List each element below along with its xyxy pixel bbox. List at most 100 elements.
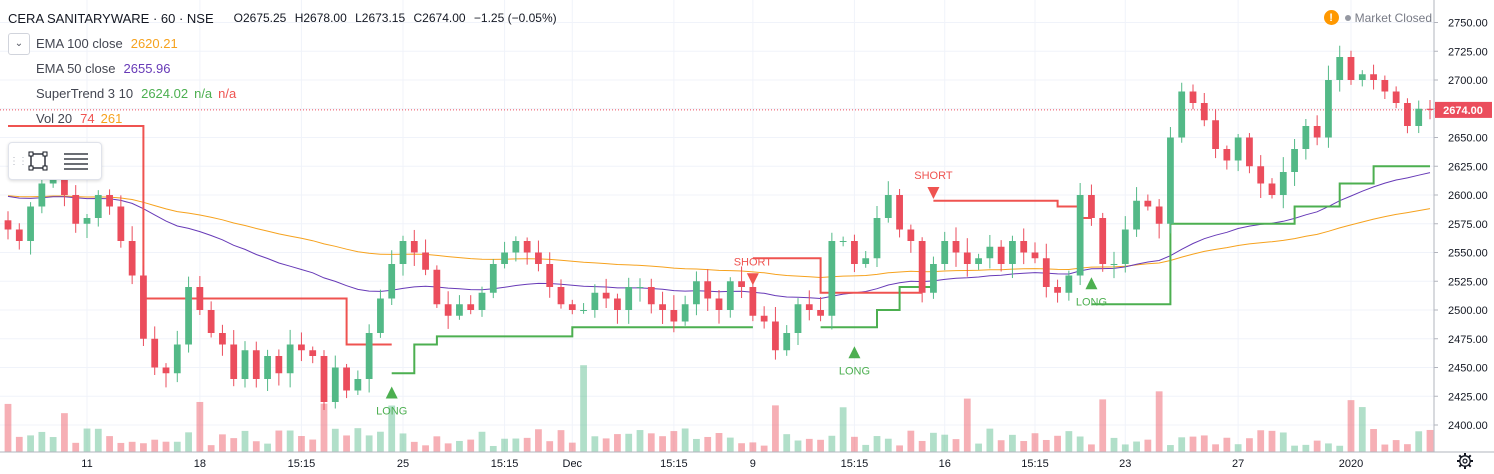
- candle-body: [738, 281, 745, 287]
- volume-bar: [975, 443, 982, 452]
- volume-bar: [535, 429, 542, 452]
- volume-bar: [884, 438, 892, 452]
- volume-bar: [1144, 439, 1152, 452]
- x-tick-label: 15:15: [841, 458, 869, 470]
- long-arrow-icon: [848, 346, 861, 359]
- candle-body: [399, 241, 407, 264]
- candle-body: [1133, 200, 1140, 230]
- indicator-name: EMA 100 close: [36, 36, 123, 51]
- candle-body: [625, 287, 633, 310]
- candle-body: [1065, 275, 1073, 293]
- volume-bar: [1065, 431, 1073, 452]
- volume-bar: [873, 436, 881, 452]
- indicator-extra: n/a: [194, 86, 213, 101]
- volume-bar: [252, 441, 260, 452]
- market-status-label: Market Closed: [1354, 10, 1432, 25]
- candle-body: [106, 195, 113, 207]
- chart-legend: CERA SANITARYWARE · 60 · NSE O2675.25 H2…: [8, 6, 562, 131]
- x-tick-label: 27: [1232, 458, 1244, 470]
- rectangle-select-icon[interactable]: [19, 145, 57, 177]
- volume-bar: [997, 440, 1005, 452]
- volume-bar: [331, 428, 339, 452]
- candle-body: [783, 333, 791, 351]
- candle-body: [38, 183, 46, 207]
- high-value: H2678.00: [294, 11, 347, 25]
- volume-bar: [659, 436, 666, 452]
- volume-bar: [38, 431, 46, 452]
- candle-body: [467, 304, 475, 310]
- candle-body: [896, 195, 903, 230]
- volume-bar: [72, 442, 80, 452]
- candle-body: [185, 287, 192, 345]
- drawing-toolbox[interactable]: ⋮⋮: [8, 142, 102, 180]
- chevron-down-icon[interactable]: ⌄: [8, 32, 30, 55]
- indicator-volume[interactable]: Vol 20 74 261: [8, 106, 562, 131]
- drag-handle-icon[interactable]: ⋮⋮: [9, 155, 28, 167]
- volume-bar: [1076, 436, 1084, 452]
- x-tick-label: 15:15: [288, 458, 316, 470]
- volume-bar: [828, 435, 836, 452]
- y-tick-label: 2425.00: [1448, 391, 1488, 403]
- gear-icon[interactable]: [1456, 452, 1474, 470]
- candle-body: [647, 287, 655, 305]
- candle-body: [4, 220, 12, 230]
- volume-bar: [636, 430, 644, 452]
- candle-body: [749, 287, 757, 316]
- warning-icon[interactable]: !: [1323, 10, 1339, 25]
- candle-body: [264, 356, 271, 379]
- volume-bar: [185, 432, 192, 452]
- volume-bar: [264, 443, 271, 452]
- volume-bar: [805, 438, 813, 452]
- candle-body: [354, 379, 362, 391]
- candle-body: [15, 229, 23, 241]
- volume-bar: [851, 436, 858, 452]
- volume-bar: [106, 436, 113, 452]
- short-arrow-icon: [746, 273, 759, 286]
- market-status[interactable]: ! Market Closed: [1323, 10, 1432, 25]
- candle-body: [196, 287, 204, 310]
- candle-body: [410, 241, 418, 253]
- candle-body: [1200, 103, 1208, 121]
- long-arrow-icon: [385, 386, 398, 399]
- volume-bar: [1381, 444, 1389, 452]
- candle-body: [1234, 137, 1242, 161]
- volume-bar: [1246, 438, 1253, 452]
- y-tick-label: 2475.00: [1448, 334, 1488, 346]
- candle-body: [1121, 229, 1129, 264]
- indicator-ema100[interactable]: ⌄ EMA 100 close 2620.21: [8, 31, 562, 56]
- volume-bar: [1178, 437, 1186, 452]
- volume-bar: [173, 441, 181, 452]
- volume-bar: [196, 401, 204, 452]
- candle-body: [1325, 80, 1332, 138]
- candle-body: [1155, 206, 1163, 224]
- candle-body: [1358, 74, 1366, 80]
- volume-bar: [693, 438, 700, 452]
- volume-bars: [4, 365, 1434, 452]
- indicator-supertrend[interactable]: SuperTrend 3 10 2624.02 n/a n/a: [8, 81, 562, 106]
- volume-bar: [1234, 444, 1242, 452]
- volume-bar: [1121, 444, 1129, 452]
- candle-body: [365, 333, 373, 379]
- candle-body: [1246, 137, 1253, 167]
- volume-bar: [241, 430, 249, 452]
- indicator-name: EMA 50 close: [36, 61, 116, 76]
- candle-body: [343, 367, 350, 391]
- candle-body: [298, 344, 305, 351]
- volume-bar: [422, 445, 429, 452]
- candle-body: [94, 195, 102, 218]
- volume-bar: [365, 435, 373, 452]
- volume-bar: [1257, 430, 1265, 452]
- symbol-title[interactable]: CERA SANITARYWARE · 60 · NSE: [8, 11, 214, 26]
- volume-bar: [546, 441, 554, 452]
- candle-body: [501, 252, 508, 264]
- volume-bar: [1212, 444, 1219, 452]
- x-tick-label: Dec: [563, 458, 583, 470]
- candle-body: [805, 304, 813, 310]
- change-value: −1.25 (−0.05%): [473, 11, 557, 25]
- list-icon[interactable]: [57, 145, 95, 177]
- candle-body: [456, 304, 463, 316]
- indicator-ema50[interactable]: EMA 50 close 2655.96: [8, 56, 562, 81]
- volume-bar: [140, 443, 147, 452]
- volume-bar: [557, 430, 565, 452]
